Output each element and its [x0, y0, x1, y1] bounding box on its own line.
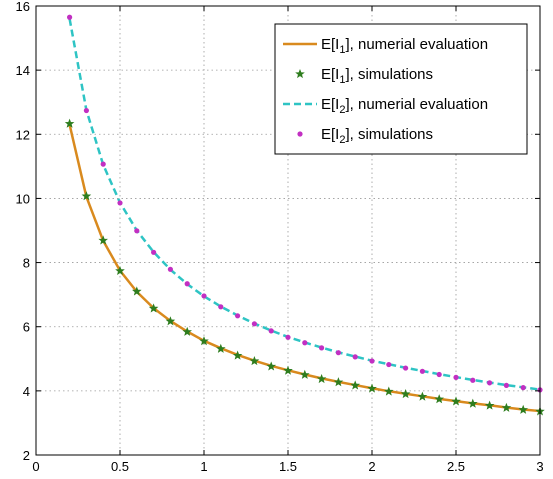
data-point	[487, 380, 493, 386]
data-point	[201, 293, 207, 299]
data-point	[100, 161, 106, 167]
data-point	[98, 235, 108, 245]
data-point	[184, 281, 190, 287]
data-point	[115, 265, 125, 275]
data-point	[83, 107, 89, 114]
data-point	[134, 228, 140, 234]
data-point	[218, 304, 224, 310]
data-point	[268, 328, 274, 334]
data-point	[434, 394, 444, 404]
x-tick-label: 0	[32, 459, 39, 474]
x-tick-label: 2	[368, 459, 375, 474]
data-point	[165, 316, 176, 326]
series-2	[64, 118, 545, 416]
axis-ticks: 0 0.5 1 1.5 2 2.5 3 2 4 6 8 10 12 14 16	[16, 0, 544, 474]
data-point	[350, 380, 360, 390]
data-point	[369, 358, 375, 364]
data-point	[151, 249, 157, 255]
data-point	[470, 377, 476, 383]
data-point	[132, 286, 142, 296]
legend-swatch	[297, 131, 303, 137]
data-point	[266, 361, 276, 371]
data-point	[249, 355, 260, 366]
legend-label: E[I2], numerial evaluation	[321, 96, 488, 116]
data-point	[436, 371, 442, 378]
series-1	[68, 124, 541, 413]
data-point	[216, 343, 226, 353]
y-tick-label: 14	[16, 63, 30, 78]
data-point	[251, 321, 257, 327]
data-point	[518, 404, 528, 414]
data-point	[352, 354, 358, 360]
legend: E[I1], numerial evaluation E[I1], simulat…	[274, 23, 528, 155]
y-tick-label: 8	[23, 256, 30, 271]
y-tick-label: 10	[16, 191, 30, 206]
legend-label: E[I1], numerial evaluation	[321, 36, 488, 56]
data-point	[283, 365, 293, 375]
x-tick-label: 3	[536, 459, 543, 474]
data-point	[384, 386, 394, 396]
plot-series	[64, 14, 545, 416]
x-tick-label: 0.5	[111, 459, 129, 474]
x-tick-label: 2.5	[447, 459, 465, 474]
data-point	[503, 382, 509, 389]
y-tick-label: 6	[23, 320, 30, 335]
data-point	[117, 200, 123, 206]
data-point	[520, 385, 526, 391]
data-point	[386, 361, 392, 368]
data-point	[333, 377, 344, 387]
data-point	[148, 303, 159, 313]
data-point	[182, 326, 192, 336]
data-point	[300, 369, 310, 379]
legend-label: E[I1], simulations	[321, 66, 433, 86]
data-point	[285, 334, 291, 340]
data-point	[235, 313, 241, 319]
data-point	[403, 365, 409, 371]
data-point	[81, 191, 92, 201]
y-tick-label: 12	[16, 127, 30, 142]
series-line	[68, 124, 541, 413]
data-point	[453, 374, 459, 380]
x-tick-label: 1.5	[279, 459, 297, 474]
data-point	[316, 373, 327, 384]
data-point	[501, 402, 512, 412]
data-point	[302, 340, 308, 346]
legend-swatch	[295, 68, 305, 79]
x-tick-label: 1	[200, 459, 207, 474]
data-point	[232, 350, 243, 360]
data-point	[484, 400, 495, 410]
data-point	[67, 14, 73, 20]
data-point	[417, 391, 428, 401]
y-tick-label: 16	[16, 0, 30, 14]
data-point	[400, 389, 411, 399]
data-point	[167, 266, 173, 272]
data-point	[367, 383, 377, 393]
y-tick-label: 2	[23, 448, 30, 463]
legend-label: E[I2], simulations	[321, 126, 433, 146]
data-point	[335, 350, 341, 356]
data-point	[64, 118, 75, 128]
data-point	[468, 398, 478, 408]
legend-box	[274, 23, 528, 155]
y-tick-label: 4	[23, 384, 30, 399]
data-point	[419, 368, 425, 374]
data-point	[451, 396, 461, 406]
data-point	[319, 345, 325, 351]
data-point	[199, 336, 209, 346]
